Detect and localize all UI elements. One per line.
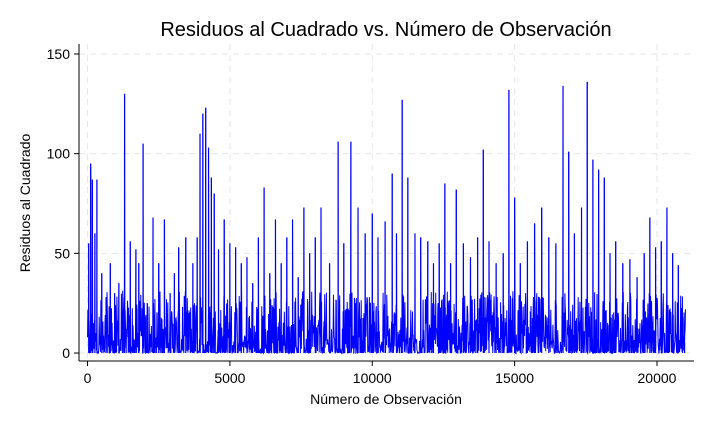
x-tick-label: 20000 <box>638 370 677 386</box>
y-tick-label: 50 <box>54 245 70 261</box>
axes <box>78 44 694 362</box>
x-tick-label: 10000 <box>353 370 392 386</box>
x-axis-label: Número de Observación <box>310 391 462 407</box>
x-tick-label: 15000 <box>495 370 534 386</box>
y-tick-label: 100 <box>47 146 71 162</box>
x-tick-label: 0 <box>84 370 92 386</box>
chart-title: Residuos al Cuadrado vs. Número de Obser… <box>160 19 611 41</box>
y-tick-label: 0 <box>62 345 70 361</box>
series-residuals <box>87 81 686 355</box>
x-tick-label: 5000 <box>214 370 245 386</box>
y-axis-label: Residuos al Cuadrado <box>17 134 33 273</box>
y-tick-label: 150 <box>47 46 71 62</box>
tick-marks: 0 50 100 150 0 5000 10000 15000 20000 <box>47 46 677 386</box>
